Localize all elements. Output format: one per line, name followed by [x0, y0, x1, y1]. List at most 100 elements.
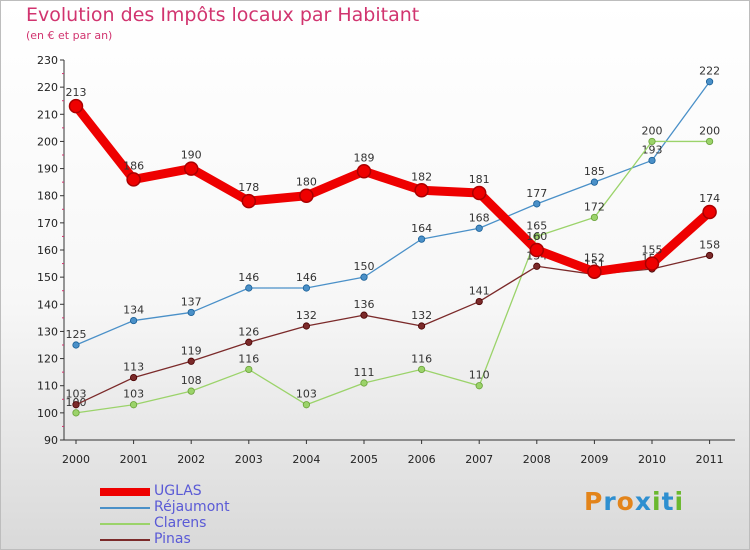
y-tick-label: 90	[44, 434, 58, 447]
x-tick-label: 2005	[350, 453, 378, 466]
data-label: 103	[123, 388, 144, 401]
data-label: 116	[238, 352, 259, 365]
data-label: 116	[411, 352, 432, 365]
data-point	[475, 297, 483, 306]
data-label: 141	[469, 285, 490, 298]
data-label: 193	[642, 143, 663, 156]
data-point	[72, 341, 80, 349]
legend-label: Réjaumont	[154, 499, 230, 515]
data-label: 174	[699, 192, 720, 205]
data-label: 110	[469, 369, 490, 382]
series-line-réjaumont	[75, 81, 711, 346]
data-point	[183, 161, 199, 176]
data-point	[126, 172, 141, 187]
data-label: 200	[699, 124, 720, 137]
data-label: 137	[181, 295, 202, 308]
data-point	[299, 188, 314, 203]
logo-letter: P	[584, 487, 604, 516]
data-label: 164	[411, 222, 432, 235]
data-label: 185	[584, 165, 605, 178]
logo-letter: i	[674, 487, 685, 516]
x-tick-label: 2003	[235, 453, 263, 466]
data-label: 146	[238, 271, 259, 284]
y-tick-label: 200	[37, 135, 58, 148]
data-point	[187, 357, 195, 365]
data-point	[702, 204, 717, 220]
logo-letter: i	[652, 487, 662, 516]
data-point	[360, 379, 368, 387]
x-tick-label: 2010	[638, 453, 666, 466]
data-point	[417, 322, 426, 330]
data-label: 158	[699, 238, 720, 251]
proxiti-logo: Proxiti	[584, 487, 684, 516]
series-line-uglas	[71, 101, 715, 277]
y-tick-label: 110	[37, 380, 58, 393]
data-point	[68, 98, 84, 114]
data-point	[302, 401, 310, 409]
data-point	[475, 224, 483, 232]
data-point	[590, 213, 599, 222]
data-point	[705, 251, 714, 260]
data-label: 165	[526, 219, 547, 232]
data-label: 190	[181, 149, 202, 162]
data-point	[648, 156, 656, 165]
data-label: 125	[66, 328, 87, 341]
data-label: 111	[354, 366, 375, 379]
x-tick-label: 2001	[120, 453, 148, 466]
chart-title: Evolution des Impôts locaux par Habitant	[26, 4, 420, 26]
logo-letter: x	[634, 487, 652, 516]
data-label: 146	[296, 271, 317, 284]
data-label: 113	[123, 361, 144, 374]
data-point	[187, 387, 195, 395]
data-point	[533, 232, 541, 241]
y-tick-label: 180	[37, 190, 58, 203]
x-tick-label: 2004	[292, 453, 320, 466]
y-tick-label: 210	[37, 108, 58, 121]
legend-swatch	[100, 507, 150, 509]
series-line-clarens	[75, 140, 711, 414]
data-label: 152	[584, 252, 605, 265]
legend-swatch	[100, 539, 150, 541]
y-tick-label: 230	[37, 54, 58, 67]
data-label: 200	[642, 124, 663, 137]
data-label: 132	[296, 309, 317, 322]
logo-letter: o	[616, 487, 635, 516]
chart-subtitle: (en € et par an)	[26, 29, 113, 42]
x-tick-label: 2006	[408, 453, 436, 466]
data-label: 126	[238, 325, 259, 338]
data-label: 178	[238, 181, 259, 194]
legend-swatch	[100, 488, 150, 496]
data-point	[644, 256, 660, 271]
x-tick-label: 2007	[465, 453, 493, 466]
legend-label: Pinas	[154, 531, 191, 547]
data-point	[241, 193, 257, 209]
data-point	[475, 382, 483, 390]
y-tick-label: 130	[37, 325, 58, 338]
legend-label: Clarens	[154, 515, 207, 531]
legend-label: UGLAS	[154, 483, 202, 499]
y-tick-label: 140	[37, 298, 58, 311]
y-tick-label: 170	[37, 217, 58, 230]
data-label: 132	[411, 309, 432, 322]
data-point	[130, 316, 138, 325]
data-point	[356, 164, 372, 179]
data-label: 177	[526, 187, 547, 200]
data-label: 150	[354, 260, 375, 273]
data-label: 168	[469, 211, 490, 224]
data-point	[130, 401, 138, 409]
y-tick-label: 220	[37, 81, 58, 94]
data-label: 180	[296, 176, 317, 189]
data-point	[417, 235, 426, 243]
data-label: 134	[123, 304, 144, 317]
data-point	[471, 185, 487, 201]
data-label: 181	[469, 173, 490, 186]
logo-letter: t	[661, 487, 675, 516]
data-point	[302, 284, 310, 292]
data-label: 136	[354, 298, 375, 311]
x-tick-label: 2002	[177, 453, 205, 466]
x-tick-label: 2011	[696, 453, 724, 466]
data-label: 160	[526, 230, 547, 243]
y-tick-label: 160	[37, 244, 58, 257]
